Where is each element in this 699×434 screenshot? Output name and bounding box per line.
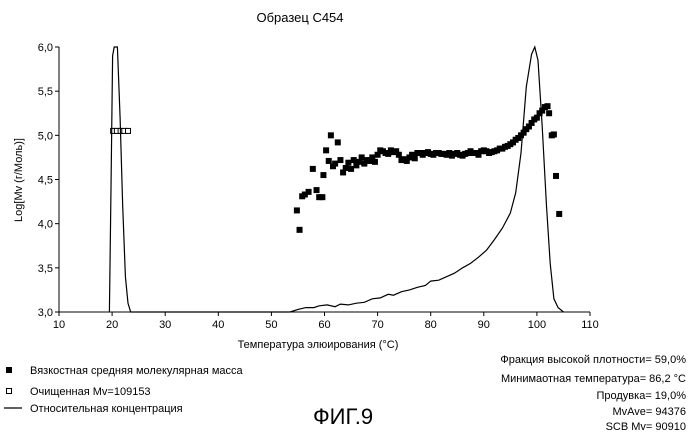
- mv-point: [335, 139, 341, 145]
- stat-line: Продувка= 19,0%: [596, 390, 686, 402]
- y-tick-label: 5,0: [38, 130, 53, 142]
- legend-label: Относительная концентрация: [30, 403, 183, 415]
- mv-point: [306, 189, 312, 195]
- mv-point: [546, 110, 552, 116]
- x-tick-label: 40: [212, 319, 224, 331]
- legend-marker-filled-square: [6, 367, 12, 373]
- mv-point: [323, 147, 329, 153]
- y-tick-label: 4,0: [38, 219, 53, 231]
- mv-point: [348, 166, 354, 172]
- x-tick-label: 20: [106, 319, 118, 331]
- mv-point: [396, 152, 402, 158]
- x-tick-label: 50: [265, 319, 277, 331]
- mv-point: [319, 194, 325, 200]
- x-tick-label: 90: [478, 319, 490, 331]
- mv-point: [310, 166, 316, 172]
- mv-point: [343, 165, 349, 171]
- legend-label: Очищенная Mv=109153: [30, 386, 151, 398]
- x-tick-label: 80: [425, 319, 437, 331]
- mv-point: [328, 132, 334, 138]
- y-tick-label: 3,0: [38, 307, 53, 319]
- mv-point: [326, 158, 332, 164]
- mv-point: [372, 159, 378, 165]
- legend: Вязкостная средняя молекулярная масса Оч…: [4, 365, 244, 415]
- x-axis-title: Температура элюирования (°C): [238, 339, 399, 351]
- chart-title: Образец С454: [256, 10, 343, 25]
- x-tick-label: 100: [528, 319, 546, 331]
- mv-point: [320, 172, 326, 178]
- series-layer: [109, 47, 563, 312]
- mv-point: [337, 157, 343, 163]
- x-tick-label: 30: [159, 319, 171, 331]
- y-tick-label: 6,0: [38, 42, 53, 54]
- legend-marker-open-square: [7, 389, 12, 394]
- mv-point: [556, 211, 562, 217]
- x-tick-label: 10: [53, 319, 65, 331]
- mv-point: [412, 155, 418, 161]
- stat-line: Фракция высокой плотности= 59,0%: [500, 354, 686, 366]
- mv-point: [314, 187, 320, 193]
- legend-label: Вязкостная средняя молекулярная масса: [30, 365, 244, 377]
- concentration-line: [109, 47, 563, 312]
- mv-point: [332, 161, 338, 167]
- mv-point: [294, 207, 300, 213]
- mv-point: [553, 173, 559, 179]
- purified-mv-point: [126, 128, 131, 133]
- mv-point: [359, 154, 365, 160]
- stat-line: MvAve= 94376: [613, 406, 687, 418]
- mv-point: [551, 131, 557, 137]
- x-ticks: 10 20 30 40 50 60 70 80 90 100 110: [53, 312, 599, 331]
- mv-point: [345, 160, 351, 166]
- stat-line: SCB Mv= 90910: [606, 421, 686, 433]
- y-ticks: 3,0 3,5 4,0 4,5 5,0 5,5 6,0: [38, 42, 59, 319]
- mv-point: [297, 227, 303, 233]
- stat-line: Минимаотная температура= 86,2 °C: [501, 373, 686, 385]
- stats-block: Фракция высокой плотности= 59,0% Минимао…: [500, 354, 686, 433]
- x-tick-label: 60: [318, 319, 330, 331]
- x-tick-label: 110: [581, 319, 599, 331]
- figure-caption: ФИГ.9: [313, 404, 373, 429]
- y-axis-title: Log[Mv (г/Моль)]: [13, 138, 25, 222]
- y-tick-label: 4,5: [38, 175, 53, 187]
- y-tick-label: 5,5: [38, 86, 53, 98]
- x-tick-label: 70: [371, 319, 383, 331]
- axes: [59, 47, 590, 312]
- mv-point: [351, 157, 357, 163]
- mv-point: [545, 103, 551, 109]
- y-tick-label: 3,5: [38, 263, 53, 275]
